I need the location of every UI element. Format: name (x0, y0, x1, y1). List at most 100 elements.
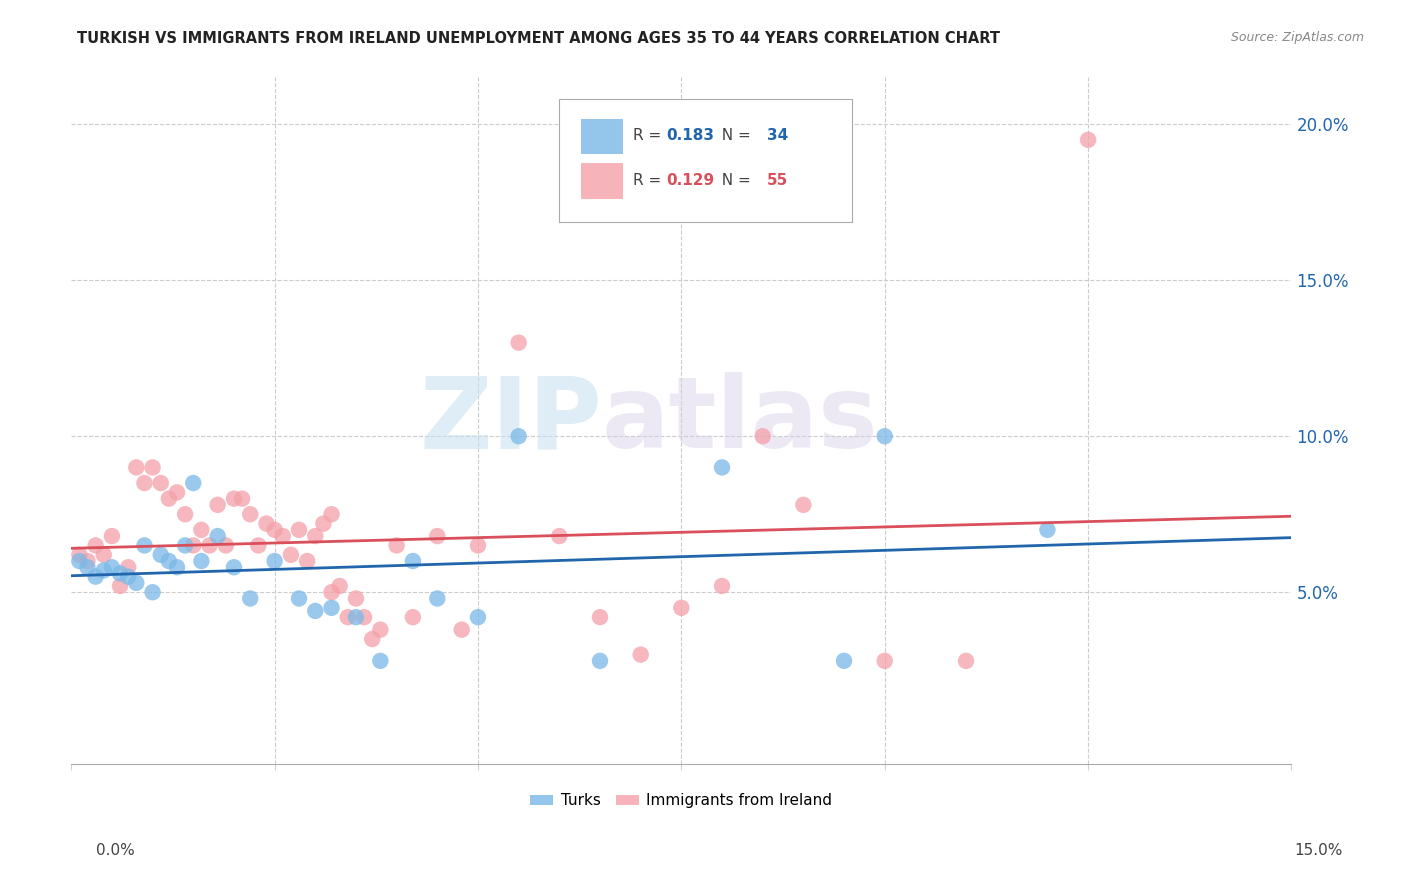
Point (385, 538, 408, 552)
Point (134, 476, 156, 491)
Point (467, 610, 489, 624)
Point (231, 491, 253, 506)
Point (271, 529, 294, 543)
Point (426, 591, 449, 606)
Point (125, 460, 148, 475)
Text: 0.129: 0.129 (666, 173, 714, 188)
Text: 55: 55 (766, 173, 787, 188)
Text: 0.0%: 0.0% (96, 843, 135, 858)
Point (370, 623, 392, 637)
Point (1036, 523, 1059, 537)
Point (67, 554, 90, 568)
Point (288, 591, 311, 606)
Point (198, 538, 221, 552)
Point (67, 548, 90, 562)
Point (630, 648, 652, 662)
Point (671, 600, 693, 615)
Point (101, 529, 124, 543)
Point (76, 560, 98, 574)
FancyBboxPatch shape (581, 119, 623, 154)
Point (402, 610, 425, 624)
Point (93, 563, 115, 577)
Point (108, 566, 131, 581)
Point (174, 538, 197, 552)
Text: 0.183: 0.183 (666, 128, 714, 144)
Text: R =: R = (633, 173, 665, 188)
Point (751, 429, 773, 443)
Point (304, 529, 326, 543)
Point (873, 654, 896, 668)
Point (76, 554, 98, 568)
Text: N =: N = (711, 173, 755, 188)
Point (589, 654, 612, 668)
Point (101, 560, 124, 574)
Point (450, 623, 472, 637)
Point (370, 654, 392, 668)
Point (222, 491, 245, 506)
Point (142, 460, 165, 475)
Point (239, 591, 262, 606)
Point (467, 538, 489, 552)
Point (222, 560, 245, 574)
Point (215, 538, 238, 552)
Point (93, 548, 115, 562)
Point (288, 523, 311, 537)
Point (304, 604, 326, 618)
Point (149, 548, 172, 562)
Point (873, 429, 896, 443)
Point (174, 507, 197, 521)
Point (134, 538, 156, 552)
Point (361, 632, 384, 646)
Point (353, 610, 375, 624)
Point (166, 560, 188, 574)
Legend: Turks, Immigrants from Ireland: Turks, Immigrants from Ireland (524, 788, 838, 814)
Text: ZIP: ZIP (419, 372, 602, 469)
Text: N =: N = (711, 128, 755, 144)
Point (207, 498, 229, 512)
Point (344, 591, 367, 606)
Point (344, 610, 367, 624)
Text: Source: ZipAtlas.com: Source: ZipAtlas.com (1230, 31, 1364, 45)
Text: 15.0%: 15.0% (1295, 843, 1343, 858)
Point (508, 335, 530, 350)
Point (117, 560, 139, 574)
Point (263, 523, 285, 537)
Point (508, 429, 530, 443)
Point (190, 523, 212, 537)
Point (108, 579, 131, 593)
Point (295, 554, 318, 568)
Point (157, 491, 180, 506)
Point (548, 529, 571, 543)
Point (321, 507, 343, 521)
Point (426, 529, 449, 543)
Point (181, 538, 204, 552)
Text: TURKISH VS IMMIGRANTS FROM IRELAND UNEMPLOYMENT AMONG AGES 35 TO 44 YEARS CORREL: TURKISH VS IMMIGRANTS FROM IRELAND UNEMP… (77, 31, 1000, 46)
Point (321, 600, 343, 615)
Point (312, 516, 335, 531)
Point (207, 529, 229, 543)
Point (792, 498, 814, 512)
Point (190, 554, 212, 568)
FancyBboxPatch shape (560, 99, 852, 221)
Point (247, 538, 270, 552)
Point (280, 548, 302, 562)
Point (84, 538, 107, 552)
Point (711, 460, 734, 475)
FancyBboxPatch shape (581, 163, 623, 199)
Point (117, 569, 139, 583)
Point (181, 476, 204, 491)
Point (125, 575, 148, 590)
Point (166, 485, 188, 500)
Point (955, 654, 977, 668)
Point (263, 554, 285, 568)
Point (336, 610, 359, 624)
Point (239, 507, 262, 521)
Text: 34: 34 (766, 128, 787, 144)
Point (329, 579, 352, 593)
Text: R =: R = (633, 128, 665, 144)
Point (142, 585, 165, 599)
Point (149, 476, 172, 491)
Text: atlas: atlas (602, 372, 879, 469)
Point (711, 579, 734, 593)
Point (1077, 133, 1099, 147)
